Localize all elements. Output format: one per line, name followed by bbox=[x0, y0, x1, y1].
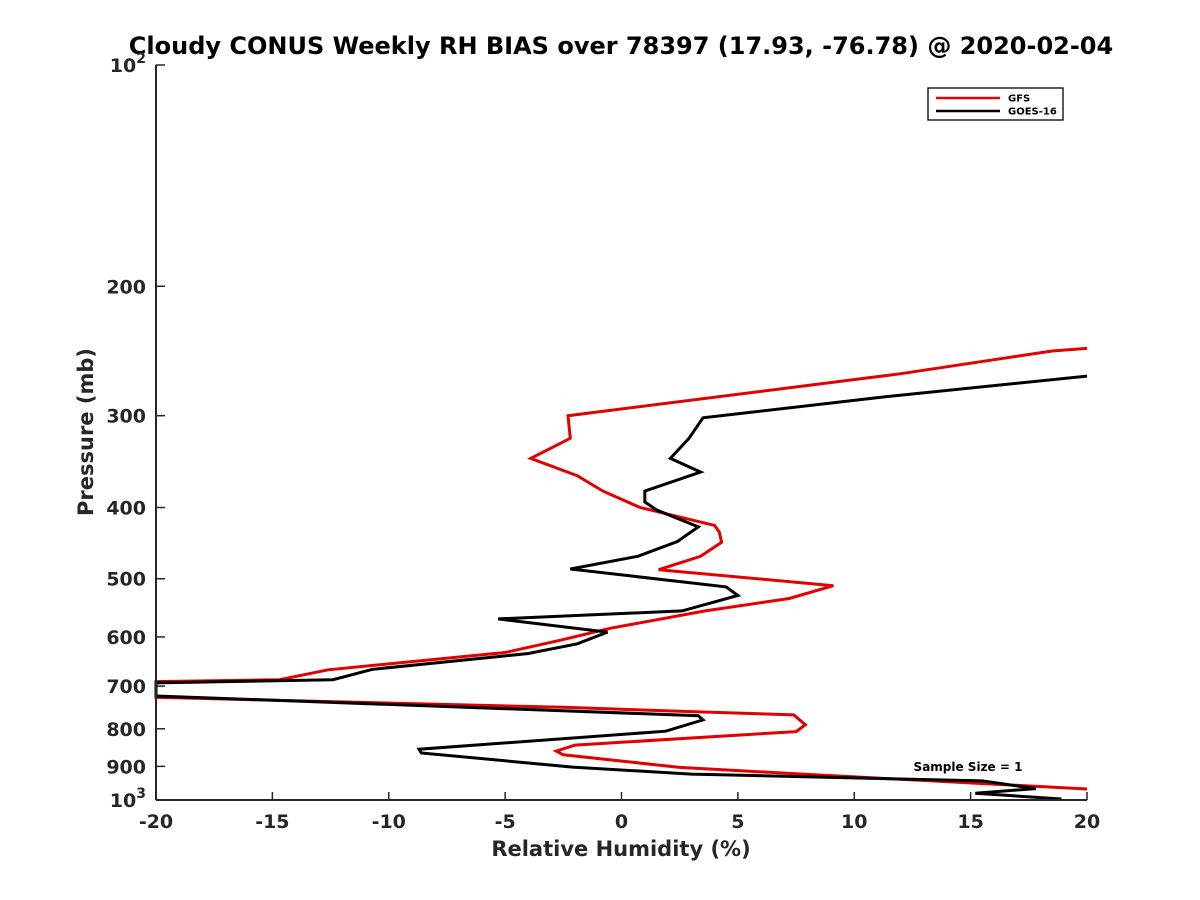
legend: GFS GOES-16 bbox=[927, 87, 1064, 121]
y-tick-label: 900 bbox=[106, 756, 146, 778]
y-axis-ticks: 102 200 300 400 500 600 700 800 900 103 bbox=[106, 51, 165, 812]
chart-title: Cloudy CONUS Weekly RH BIAS over 78397 (… bbox=[129, 32, 1113, 60]
legend-label-gfs: GFS bbox=[1008, 94, 1030, 105]
x-axis-ticks: -20 -15 -10 -5 0 5 10 15 20 bbox=[139, 792, 1100, 833]
y-tick-label: 400 bbox=[106, 498, 146, 520]
x-tick-label: 5 bbox=[731, 811, 744, 833]
y-axis-label: Pressure (mb) bbox=[74, 348, 98, 516]
x-tick-label: 15 bbox=[957, 811, 983, 833]
x-tick-label: -5 bbox=[495, 811, 516, 833]
y-tick-label: 700 bbox=[106, 676, 146, 698]
series-line-goes16 bbox=[154, 374, 1088, 801]
x-tick-label: -15 bbox=[255, 811, 289, 833]
x-tick-label: 0 bbox=[615, 811, 628, 833]
y-tick-label: 200 bbox=[106, 276, 146, 298]
series-line-gfs bbox=[154, 346, 1088, 791]
sample-size-annotation: Sample Size = 1 bbox=[914, 760, 1023, 774]
x-tick-label: -10 bbox=[372, 811, 406, 833]
x-tick-label: 20 bbox=[1074, 811, 1100, 833]
x-tick-label: -20 bbox=[139, 811, 173, 833]
legend-label-goes16: GOES-16 bbox=[1008, 107, 1057, 118]
y-tick-label: 102 bbox=[110, 51, 146, 77]
legend-box bbox=[927, 87, 1064, 121]
y-tick-label: 500 bbox=[106, 569, 146, 591]
y-tick-label: 600 bbox=[106, 627, 146, 649]
y-tick-label: 300 bbox=[106, 406, 146, 428]
series-layer bbox=[154, 346, 1088, 801]
x-tick-label: 10 bbox=[841, 811, 867, 833]
y-tick-label: 103 bbox=[110, 786, 146, 812]
y-tick-label: 800 bbox=[106, 719, 146, 741]
x-axis-label: Relative Humidity (%) bbox=[491, 837, 750, 861]
